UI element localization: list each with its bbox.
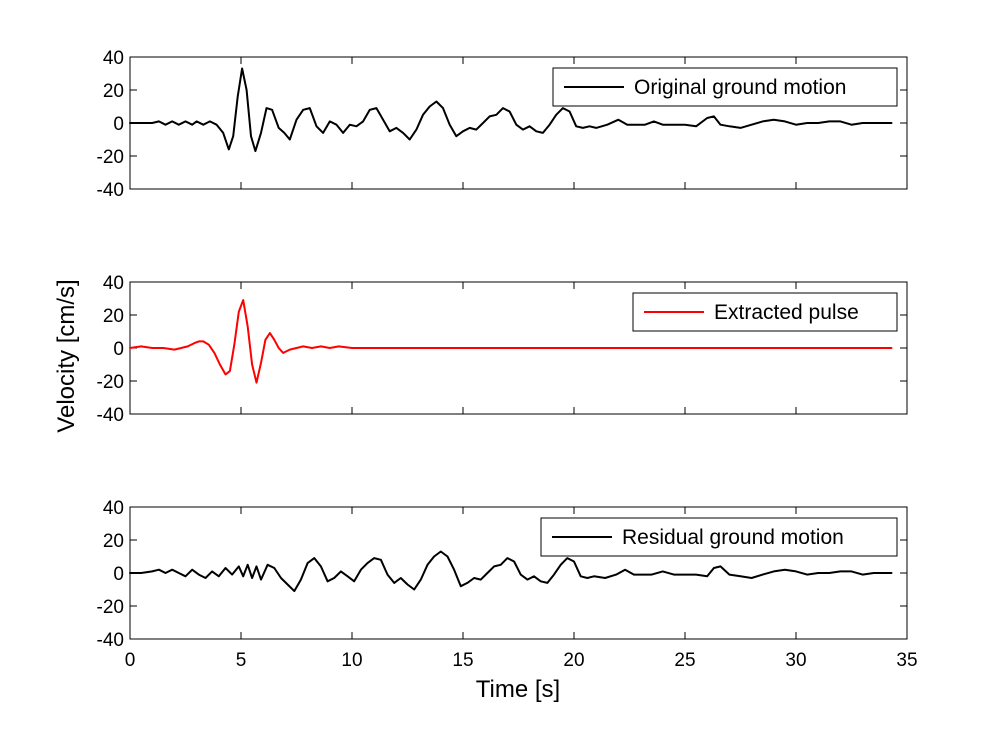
y-tick-label: -40 xyxy=(97,180,124,201)
y-tick-label: 40 xyxy=(103,498,124,519)
y-tick-label: 40 xyxy=(103,273,124,294)
x-tick-label: 10 xyxy=(341,650,362,671)
legend: Extracted pulse xyxy=(632,292,898,332)
y-axis-title: Velocity [cm/s] xyxy=(53,279,80,432)
x-tick-label: 20 xyxy=(563,650,584,671)
y-tick-label: -40 xyxy=(97,405,124,426)
x-axis-title: Time [s] xyxy=(476,676,560,703)
legend: Residual ground motion xyxy=(540,517,898,557)
x-tick-label: 30 xyxy=(785,650,806,671)
legend-label: Extracted pulse xyxy=(714,301,859,324)
legend: Original ground motion xyxy=(552,67,898,107)
y-tick-label: -20 xyxy=(97,597,124,618)
legend-label: Residual ground motion xyxy=(622,526,844,549)
series-line xyxy=(129,550,893,593)
x-tick-label: 0 xyxy=(125,650,136,671)
y-tick-label: 20 xyxy=(103,306,124,327)
x-tick-label: 35 xyxy=(896,650,917,671)
y-tick-label: 20 xyxy=(103,531,124,552)
legend-label: Original ground motion xyxy=(634,76,846,99)
y-tick-label: 0 xyxy=(113,564,124,585)
x-tick-label: 5 xyxy=(236,650,247,671)
subplot-1: 40 20 0 -20 -40 Original ground motion xyxy=(97,48,908,201)
y-tick-label: -20 xyxy=(97,147,124,168)
series-line xyxy=(129,67,893,153)
y-tick-label: 20 xyxy=(103,81,124,102)
series-line xyxy=(129,299,893,384)
x-tick-label: 15 xyxy=(452,650,473,671)
subplot-2: 40 20 0 -20 -40 Extracted pulse xyxy=(97,273,908,426)
y-tick-label: 0 xyxy=(113,339,124,360)
y-tick-label: -20 xyxy=(97,372,124,393)
y-tick-label: -40 xyxy=(97,630,124,651)
y-tick-label: 40 xyxy=(103,48,124,69)
x-tick-label: 25 xyxy=(674,650,695,671)
y-tick-label: 0 xyxy=(113,114,124,135)
